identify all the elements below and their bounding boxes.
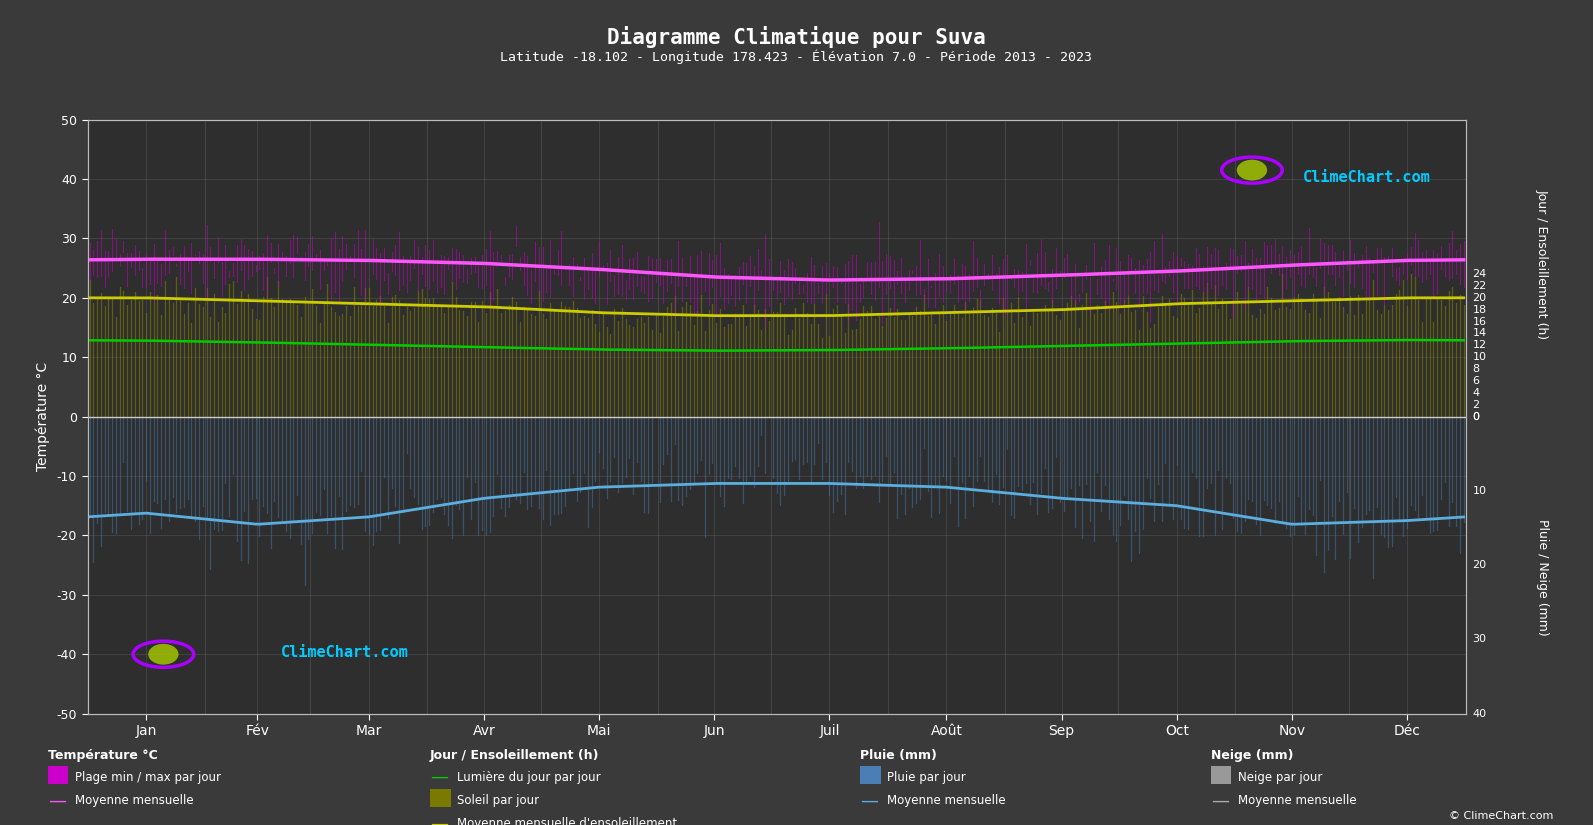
Text: —: — xyxy=(430,768,448,786)
Text: Température °C: Température °C xyxy=(48,749,158,762)
Text: 8: 8 xyxy=(1472,364,1480,374)
Text: 22: 22 xyxy=(1472,281,1486,291)
Text: Plage min / max par jour: Plage min / max par jour xyxy=(75,771,221,784)
Y-axis label: Température °C: Température °C xyxy=(35,362,49,471)
Text: Moyenne mensuelle: Moyenne mensuelle xyxy=(1238,794,1356,807)
Text: 14: 14 xyxy=(1472,328,1486,338)
Text: 0: 0 xyxy=(1472,412,1480,422)
Text: 10: 10 xyxy=(1472,352,1486,362)
Text: 10: 10 xyxy=(1472,486,1486,496)
Text: Latitude -18.102 - Longitude 178.423 - Élévation 7.0 - Période 2013 - 2023: Latitude -18.102 - Longitude 178.423 - É… xyxy=(500,50,1093,64)
Text: Neige (mm): Neige (mm) xyxy=(1211,749,1294,762)
Ellipse shape xyxy=(1236,160,1266,181)
Text: 24: 24 xyxy=(1472,269,1486,279)
Text: Moyenne mensuelle d'ensoleillement: Moyenne mensuelle d'ensoleillement xyxy=(457,817,677,825)
Text: Neige par jour: Neige par jour xyxy=(1238,771,1322,784)
Text: Lumière du jour par jour: Lumière du jour par jour xyxy=(457,771,601,784)
Text: Jour / Ensoleillement (h): Jour / Ensoleillement (h) xyxy=(430,749,599,762)
Text: 18: 18 xyxy=(1472,304,1486,314)
Text: Pluie / Neige (mm): Pluie / Neige (mm) xyxy=(1536,519,1548,636)
Text: 2: 2 xyxy=(1472,400,1480,410)
Text: Soleil par jour: Soleil par jour xyxy=(457,794,540,807)
Ellipse shape xyxy=(148,644,178,665)
Text: 12: 12 xyxy=(1472,341,1486,351)
Text: 20: 20 xyxy=(1472,560,1486,570)
Text: 30: 30 xyxy=(1472,634,1486,644)
Text: —: — xyxy=(48,791,65,809)
Text: 0: 0 xyxy=(1472,412,1480,422)
Text: © ClimeChart.com: © ClimeChart.com xyxy=(1448,811,1553,821)
Text: 16: 16 xyxy=(1472,317,1486,327)
Text: ClimeChart.com: ClimeChart.com xyxy=(280,645,408,660)
Text: —: — xyxy=(430,814,448,825)
Text: Moyenne mensuelle: Moyenne mensuelle xyxy=(887,794,1005,807)
Text: Diagramme Climatique pour Suva: Diagramme Climatique pour Suva xyxy=(607,26,986,49)
Text: 20: 20 xyxy=(1472,293,1486,303)
Text: ClimeChart.com: ClimeChart.com xyxy=(1303,170,1431,185)
Text: Moyenne mensuelle: Moyenne mensuelle xyxy=(75,794,193,807)
Text: 4: 4 xyxy=(1472,388,1480,398)
Text: 6: 6 xyxy=(1472,376,1480,386)
Text: Pluie (mm): Pluie (mm) xyxy=(860,749,937,762)
Text: —: — xyxy=(1211,791,1228,809)
Text: Jour / Ensoleillement (h): Jour / Ensoleillement (h) xyxy=(1536,189,1548,339)
Text: Pluie par jour: Pluie par jour xyxy=(887,771,965,784)
Text: 40: 40 xyxy=(1472,709,1486,719)
Text: —: — xyxy=(860,791,878,809)
